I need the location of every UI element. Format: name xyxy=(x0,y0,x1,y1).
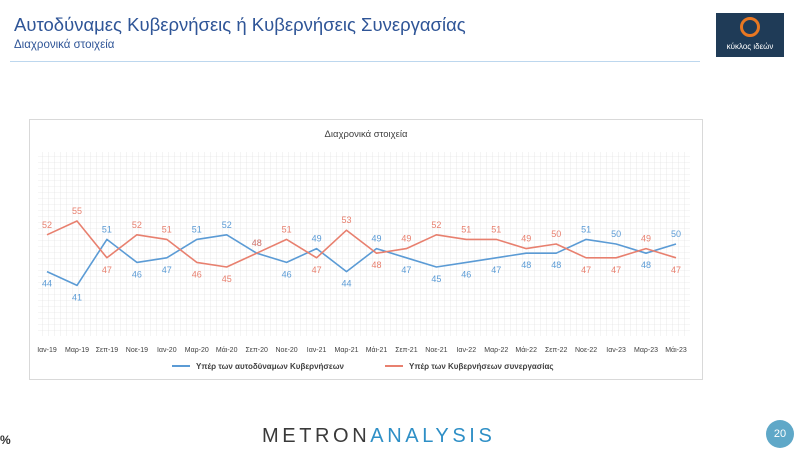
x-tick-label-12: Σεπ-21 xyxy=(395,347,418,354)
x-tick-label-19: Ιαν-23 xyxy=(606,347,626,354)
x-tick-label-5: Μαρ-20 xyxy=(185,347,209,354)
chart-frame: Διαχρονικά στοιχεία 44 41 51 46 47 51 52 48 46 49… xyxy=(29,119,703,380)
data-label-s1-2: 51 xyxy=(102,224,112,234)
x-tick-label-8: Νοε-20 xyxy=(276,347,298,354)
x-tick-label-2: Σεπ-19 xyxy=(96,347,119,354)
x-axis-labels: Ιαν-19 Μαρ-19 Σεπ-19 Νοε-19 Ιαν-20 Μαρ-20 Μάι-… xyxy=(37,346,687,354)
metron-analysis-wordmark: METRONANALYSIS xyxy=(262,425,495,448)
data-label-s2-16: 49 xyxy=(521,234,531,244)
x-tick-label-21: Μάι-23 xyxy=(665,346,687,354)
data-label-s2-1: 55 xyxy=(72,206,82,216)
x-tick-label-3: Νοε-19 xyxy=(126,347,148,354)
data-label-s1-6: 52 xyxy=(222,220,232,230)
data-label-s1-3: 46 xyxy=(132,269,142,279)
data-label-s2-12: 49 xyxy=(401,234,411,244)
data-label-s2-20: 49 xyxy=(641,234,651,244)
x-tick-label-9: Ιαν-21 xyxy=(307,347,327,354)
data-label-s2-11: 48 xyxy=(371,260,381,270)
data-label-s2-6: 45 xyxy=(222,274,232,284)
data-label-s1-15: 47 xyxy=(491,265,501,275)
slide-title: Αυτοδύναμες Κυβερνήσεις ή Κυβερνήσεις Συ… xyxy=(14,14,466,35)
x-tick-label-10: Μαρ-21 xyxy=(335,347,359,354)
x-tick-label-16: Μάι-22 xyxy=(515,346,537,354)
chart-title: Διαχρονικά στοιχεία xyxy=(325,129,408,140)
data-label-s1-11: 49 xyxy=(371,234,381,244)
slide-subtitle: Διαχρονικά στοιχεία xyxy=(14,39,115,51)
line-chart: Διαχρονικά στοιχεία 44 41 51 46 47 51 52 48 46 49… xyxy=(37,129,690,371)
data-label-s2-14: 51 xyxy=(461,224,471,234)
data-label-s1-20: 48 xyxy=(641,260,651,270)
data-label-s2-21: 47 xyxy=(671,265,681,275)
legend-label-2: Υπέρ των Κυβερνήσεων συνεργασίας xyxy=(409,362,554,371)
data-label-s2-7: 48 xyxy=(252,238,262,248)
series-layer xyxy=(46,220,677,287)
header-divider xyxy=(10,61,700,62)
data-label-s2-2: 47 xyxy=(102,265,112,275)
x-tick-label-17: Σεπ-22 xyxy=(545,347,568,354)
data-label-s1-9: 49 xyxy=(312,234,322,244)
data-label-s2-17: 50 xyxy=(551,229,561,239)
brand-part-1: METRON xyxy=(262,425,371,447)
data-label-s1-19: 50 xyxy=(611,229,621,239)
data-label-s1-16: 48 xyxy=(521,260,531,270)
logo-text: κύκλος ιδεών xyxy=(726,42,774,51)
kyklos-ideon-logo: κύκλος ιδεών xyxy=(716,13,784,57)
data-label-s1-8: 46 xyxy=(282,269,292,279)
data-label-s1-1: 41 xyxy=(72,292,82,302)
data-label-s1-5: 51 xyxy=(192,224,202,234)
x-tick-label-7: Σεπ-20 xyxy=(245,347,268,354)
data-label-s2-0: 52 xyxy=(42,220,52,230)
data-label-s2-19: 47 xyxy=(611,265,621,275)
data-label-s2-5: 46 xyxy=(192,269,202,279)
x-tick-label-14: Ιαν-22 xyxy=(456,347,476,354)
legend: Υπέρ των αυτοδύναμων Κυβερνήσεων Υπέρ των… xyxy=(172,362,554,371)
x-tick-label-18: Νοε-22 xyxy=(575,347,597,354)
data-label-s1-18: 51 xyxy=(581,224,591,234)
x-tick-label-1: Μαρ-19 xyxy=(65,347,89,354)
data-label-s2-13: 52 xyxy=(431,220,441,230)
data-label-s2-4: 51 xyxy=(162,224,172,234)
page-number-badge: 20 xyxy=(766,420,794,448)
data-label-s1-21: 50 xyxy=(671,229,681,239)
x-tick-label-11: Μάι-21 xyxy=(366,346,388,354)
data-label-s2-18: 47 xyxy=(581,265,591,275)
data-label-s1-0: 44 xyxy=(42,279,52,289)
data-label-s2-3: 52 xyxy=(132,220,142,230)
data-label-s1-12: 47 xyxy=(401,265,411,275)
series-line-2 xyxy=(46,220,677,268)
x-tick-label-4: Ιαν-20 xyxy=(157,347,177,354)
x-tick-label-15: Μαρ-22 xyxy=(484,347,508,354)
data-labels-layer: 44 41 51 46 47 51 52 48 46 49 44 49 47 45 46 47 48 48 51 50… xyxy=(42,206,681,302)
x-tick-label-20: Μαρ-23 xyxy=(634,347,658,354)
logo-ring-icon xyxy=(740,17,760,37)
data-label-s1-4: 47 xyxy=(162,265,172,275)
legend-label-1: Υπέρ των αυτοδύναμων Κυβερνήσεων xyxy=(196,362,344,371)
brand-part-2: ANALYSIS xyxy=(370,425,496,447)
data-label-s1-10: 44 xyxy=(341,279,351,289)
series-line-1 xyxy=(46,234,677,287)
data-label-s1-13: 45 xyxy=(431,274,441,284)
x-tick-label-13: Νοε-21 xyxy=(425,347,447,354)
data-label-s2-15: 51 xyxy=(491,224,501,234)
data-label-s1-17: 48 xyxy=(551,260,561,270)
data-label-s2-10: 53 xyxy=(341,215,351,225)
data-label-s1-14: 46 xyxy=(461,269,471,279)
data-label-s2-9: 47 xyxy=(312,265,322,275)
x-tick-label-6: Μάι-20 xyxy=(216,346,238,354)
data-label-s2-8: 51 xyxy=(282,224,292,234)
data-label-s1-7: 48 xyxy=(252,238,262,248)
x-tick-label-0: Ιαν-19 xyxy=(37,347,57,354)
percent-label: % xyxy=(0,433,11,447)
